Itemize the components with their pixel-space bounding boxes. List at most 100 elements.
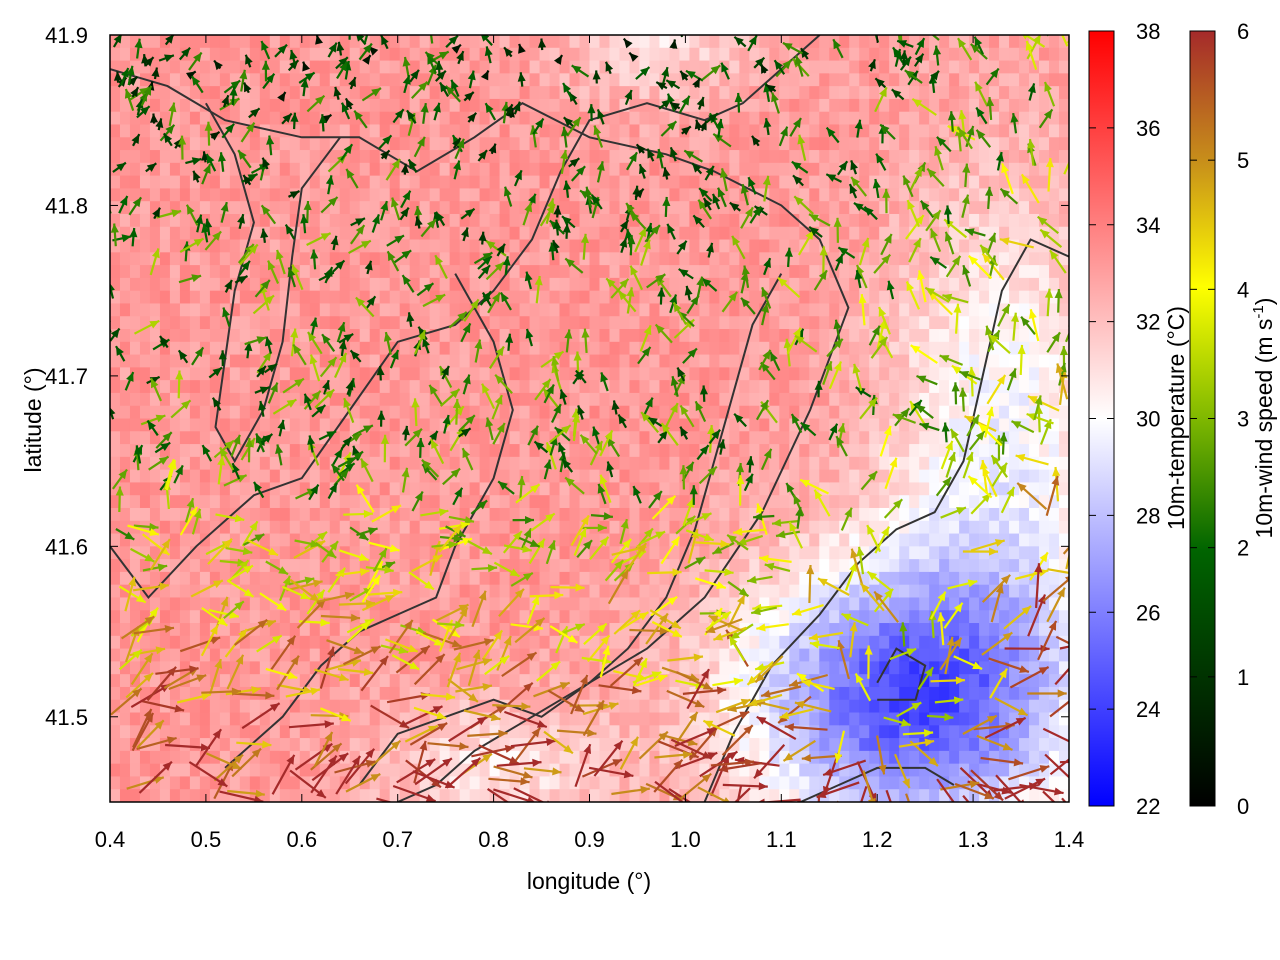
heatmap-cell — [929, 35, 940, 49]
heatmap-cell — [709, 226, 720, 241]
heatmap-cell — [449, 520, 461, 535]
heatmap-cell — [149, 763, 161, 778]
heatmap-cell — [169, 584, 181, 599]
heatmap-cell — [159, 584, 171, 599]
heatmap-cell — [239, 482, 251, 496]
heatmap-cell — [349, 738, 361, 752]
heatmap-cell — [279, 277, 291, 292]
heatmap-cell — [479, 367, 491, 381]
heatmap-cell — [119, 354, 131, 368]
heatmap-cell — [249, 456, 261, 471]
heatmap-cell — [219, 35, 231, 49]
heatmap-cell — [539, 623, 551, 637]
heatmap-cell — [879, 674, 890, 688]
heatmap-cell — [129, 405, 141, 420]
heatmap-cell — [239, 124, 251, 138]
heatmap-cell — [819, 98, 830, 113]
heatmap-cell — [389, 150, 401, 164]
heatmap-cell — [189, 776, 201, 790]
heatmap-cell — [459, 252, 471, 266]
heatmap-cell — [649, 226, 661, 241]
heatmap-cell — [799, 98, 810, 113]
heatmap-cell — [189, 495, 201, 509]
heatmap-cell — [499, 571, 511, 586]
heatmap-cell — [749, 150, 760, 164]
heatmap-cell — [599, 47, 611, 62]
heatmap-cell — [399, 456, 411, 471]
heatmap-cell — [509, 610, 521, 624]
heatmap-cell — [709, 405, 720, 420]
heatmap-cell — [309, 226, 321, 241]
heatmap-cell — [679, 520, 690, 535]
heatmap-cell — [839, 86, 850, 100]
heatmap-cell — [349, 213, 361, 228]
heatmap-cell — [749, 597, 760, 611]
heatmap-cell — [529, 456, 541, 471]
heatmap-cell — [709, 712, 720, 726]
heatmap-cell — [179, 623, 191, 637]
heatmap-cell — [189, 265, 201, 279]
heatmap-cell — [189, 546, 201, 560]
heatmap-cell — [110, 456, 121, 471]
heatmap-cell — [699, 610, 710, 624]
heatmap-cell — [829, 405, 840, 420]
heatmap-cell — [179, 661, 191, 675]
heatmap-cell — [179, 776, 191, 790]
heatmap-cell — [429, 610, 441, 624]
heatmap-cell — [509, 482, 521, 496]
heatmap-cell — [919, 456, 930, 471]
heatmap-cell — [479, 111, 491, 126]
heatmap-cell — [229, 444, 241, 458]
heatmap-cell — [679, 495, 690, 509]
heatmap-cell — [879, 303, 890, 317]
heatmap-cell — [579, 533, 591, 547]
heatmap-cell — [709, 150, 720, 164]
heatmap-cell — [529, 635, 541, 650]
heatmap-cell — [879, 725, 890, 739]
heatmap-cell — [279, 175, 291, 189]
heatmap-cell — [519, 252, 531, 266]
heatmap-cell — [249, 150, 261, 164]
heatmap-cell — [929, 623, 940, 637]
heatmap-cell — [189, 290, 201, 305]
heatmap-cell — [629, 60, 641, 74]
heatmap-cell — [409, 482, 421, 496]
heatmap-cell — [509, 47, 521, 62]
heatmap-cell — [839, 329, 850, 343]
heatmap-cell — [419, 47, 431, 62]
heatmap-cell — [529, 290, 541, 305]
heatmap-cell — [389, 392, 401, 407]
heatmap-cell — [429, 495, 441, 509]
heatmap-cell — [709, 559, 720, 573]
heatmap-cell — [169, 226, 181, 241]
heatmap-cell — [239, 354, 251, 368]
heatmap-cell — [899, 354, 910, 368]
heatmap-cell — [349, 303, 361, 317]
heatmap-cell — [739, 674, 750, 688]
heatmap-cell — [269, 341, 281, 356]
heatmap-cell — [849, 354, 860, 368]
heatmap-cell — [569, 265, 581, 279]
heatmap-cell — [549, 482, 561, 496]
heatmap-cell — [499, 405, 511, 420]
heatmap-cell — [779, 699, 790, 714]
heatmap-cell — [809, 520, 820, 535]
heatmap-cell — [199, 392, 211, 407]
heatmap-cell — [929, 380, 940, 394]
heatmap-cell — [609, 789, 621, 802]
heatmap-cell — [619, 623, 631, 637]
heatmap-cell — [569, 482, 581, 496]
heatmap-cell — [369, 546, 381, 560]
heatmap-cell — [239, 635, 251, 650]
heatmap-cell — [699, 60, 710, 74]
heatmap-cell — [819, 380, 830, 394]
heatmap-cell — [869, 86, 880, 100]
heatmap-cell — [789, 584, 800, 599]
heatmap-cell — [459, 597, 471, 611]
heatmap-cell — [219, 738, 231, 752]
heatmap-cell — [479, 73, 491, 87]
heatmap-cell — [689, 303, 700, 317]
heatmap-cell — [219, 265, 231, 279]
heatmap-cell — [459, 239, 471, 253]
heatmap-cell — [389, 329, 401, 343]
